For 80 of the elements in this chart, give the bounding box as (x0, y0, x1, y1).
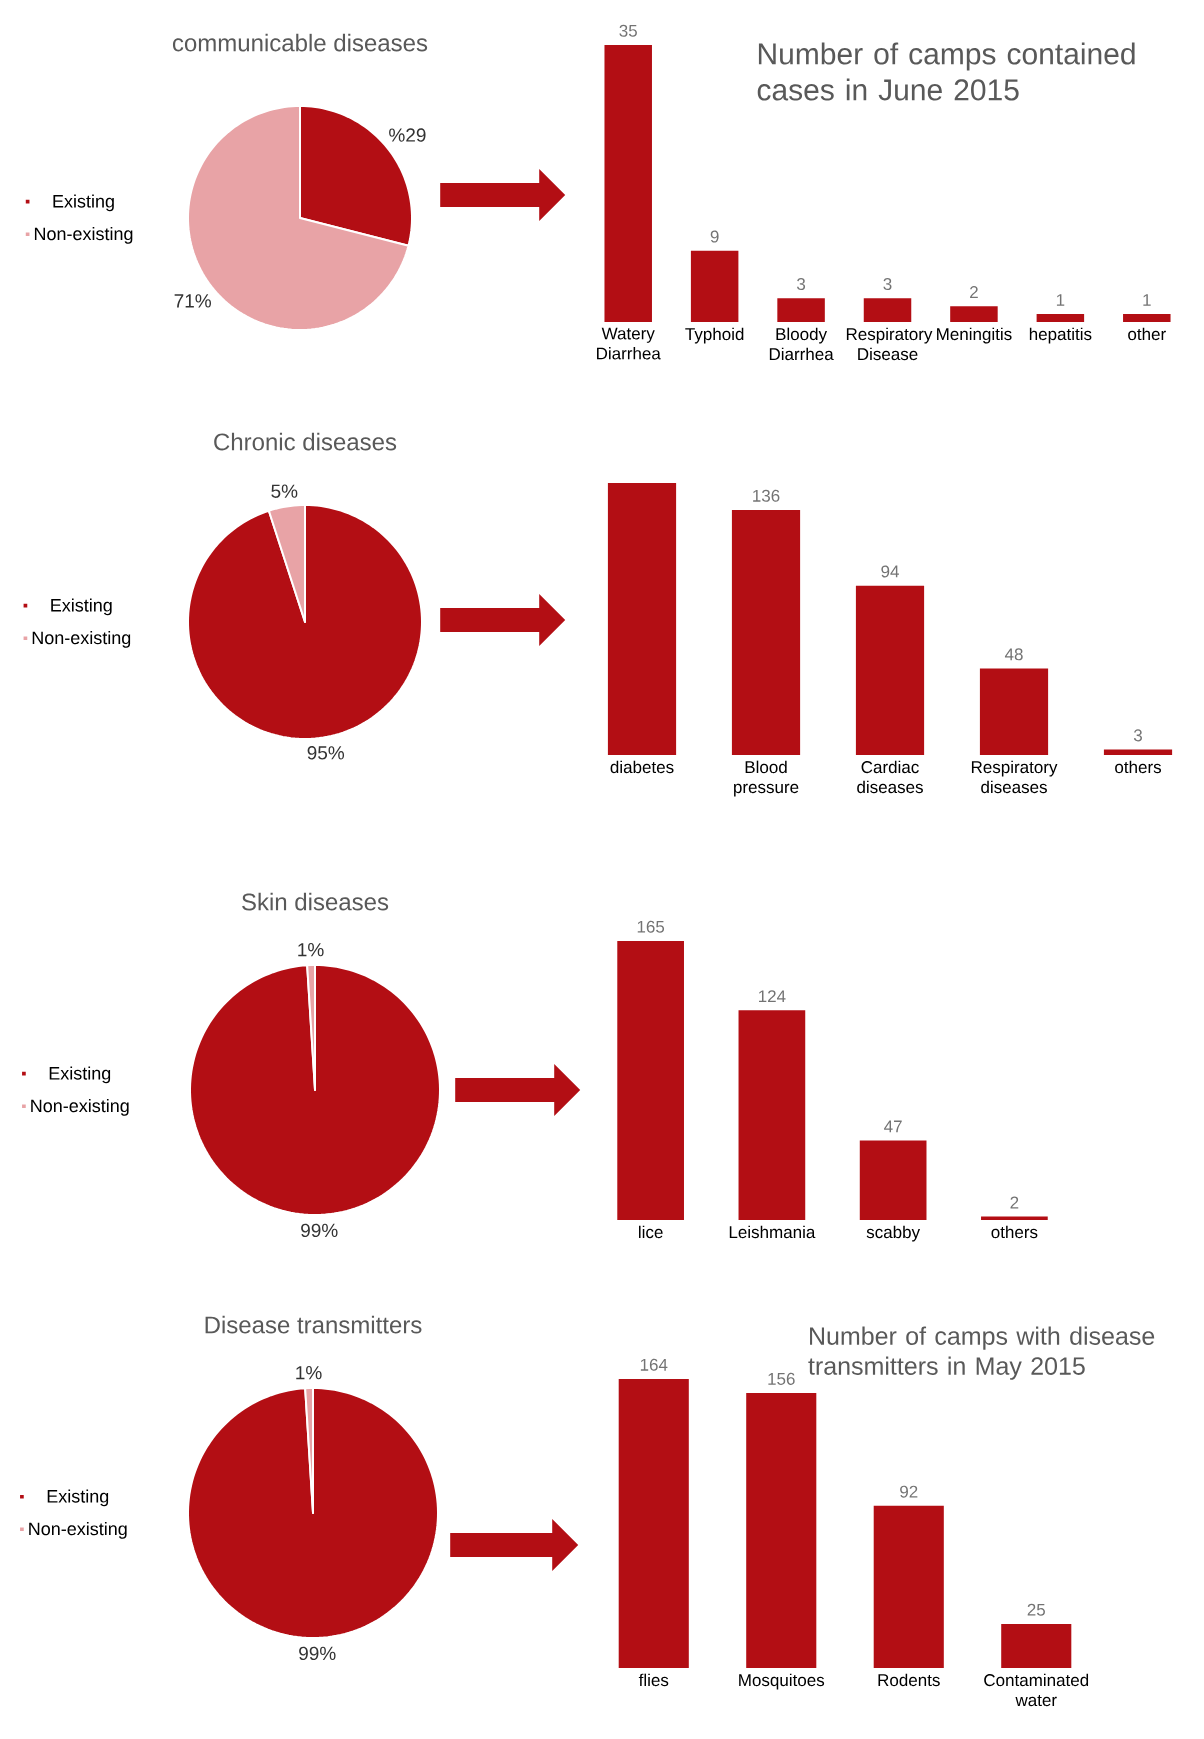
data-label: 3 (797, 278, 806, 291)
data-label: 1 (1143, 294, 1151, 306)
chart-title: communicable diseases (172, 33, 428, 52)
data-label: 136 (753, 489, 780, 502)
legend-label: Non-existing (29, 1521, 127, 1539)
data-label: 92 (900, 1485, 918, 1498)
x-tick-label: others (991, 1225, 1038, 1239)
data-label: 48 (1004, 648, 1023, 661)
chart-title: Chronic diseases (214, 432, 397, 451)
legend-label: Existing (47, 1489, 109, 1507)
bar (1001, 1623, 1072, 1668)
chart-title: Skin diseases (242, 892, 389, 911)
x-tick-label: Contaminated water (984, 1673, 1089, 1707)
data-label: 1% (296, 1366, 322, 1380)
data-label: 99% (301, 1223, 338, 1238)
chart-title: Number of camps contained cases in June 2015 (757, 42, 1135, 101)
x-tick-label: Mosquitoes (739, 1673, 825, 1690)
data-label: 99% (299, 1646, 336, 1661)
data-label: 164 (640, 1358, 668, 1371)
bar (979, 668, 1049, 755)
x-tick-label: others (1115, 760, 1162, 774)
data-label: 3 (883, 278, 892, 291)
x-tick-label: diabetes (610, 760, 674, 774)
bar (1036, 314, 1085, 322)
bar (863, 298, 912, 322)
data-label: 2 (1010, 1196, 1019, 1209)
x-tick-label: Respiratory Disease (846, 327, 933, 361)
data-label: 5% (271, 484, 298, 498)
x-tick-label: Bloody Diarrhea (769, 327, 834, 361)
chart-title: Disease transmitters (205, 1315, 422, 1334)
x-tick-label: scabby (866, 1225, 921, 1242)
data-label: 124 (759, 990, 786, 1003)
bar (873, 1505, 944, 1668)
bar (1103, 749, 1173, 755)
x-tick-label: Leishmania (729, 1225, 816, 1239)
data-label: 25 (1027, 1603, 1045, 1616)
legend-label: Existing (51, 598, 112, 616)
bar (690, 250, 739, 322)
x-tick-label: hepatitis (1029, 327, 1092, 344)
x-tick-label: other (1128, 327, 1166, 341)
x-tick-label: Meningitis (937, 327, 1012, 344)
data-label: %29 (389, 128, 426, 142)
data-label: 47 (884, 1120, 902, 1133)
chart-title: Number of camps with disease transmitters in May 2015 (808, 1326, 1155, 1380)
x-tick-label: Rodents (878, 1673, 940, 1687)
x-tick-label: Respiratory diseases (971, 760, 1058, 794)
bar (855, 585, 925, 755)
bar (618, 1378, 689, 1668)
x-tick-label: flies (638, 1673, 669, 1687)
data-label: 165 (637, 920, 665, 933)
x-tick-label: Cardiac diseases (857, 760, 923, 794)
x-tick-label: Watery Diarrhea (597, 327, 661, 360)
legend-label: Non-existing (31, 1098, 129, 1116)
data-label: 1 (1056, 294, 1065, 306)
x-tick-label: Typhoid (685, 327, 744, 344)
bar (1123, 314, 1171, 322)
data-label: 95% (307, 746, 345, 760)
bar (777, 298, 825, 322)
bar (859, 1140, 927, 1220)
data-label: 35 (619, 24, 637, 37)
x-tick-label: Blood pressure (734, 760, 799, 797)
legend-label: Non-existing (34, 226, 133, 244)
bar (746, 1393, 817, 1668)
bar (617, 940, 684, 1220)
legend-label: Non-existing (32, 630, 131, 648)
bar (738, 1010, 806, 1220)
data-label: 1% (298, 943, 324, 957)
bar (607, 482, 677, 755)
data-label: 156 (768, 1372, 795, 1385)
x-tick-label: lice (639, 1225, 663, 1239)
bar (950, 306, 998, 322)
bar (604, 44, 652, 322)
data-label: 2 (970, 286, 978, 298)
data-label: 9 (710, 230, 719, 243)
legend-label: Existing (49, 1066, 111, 1084)
data-label: 3 (1133, 729, 1142, 742)
legend-label: Existing (53, 194, 114, 212)
data-label: 94 (881, 565, 899, 578)
bar (731, 510, 801, 755)
data-label: 71% (174, 294, 212, 308)
